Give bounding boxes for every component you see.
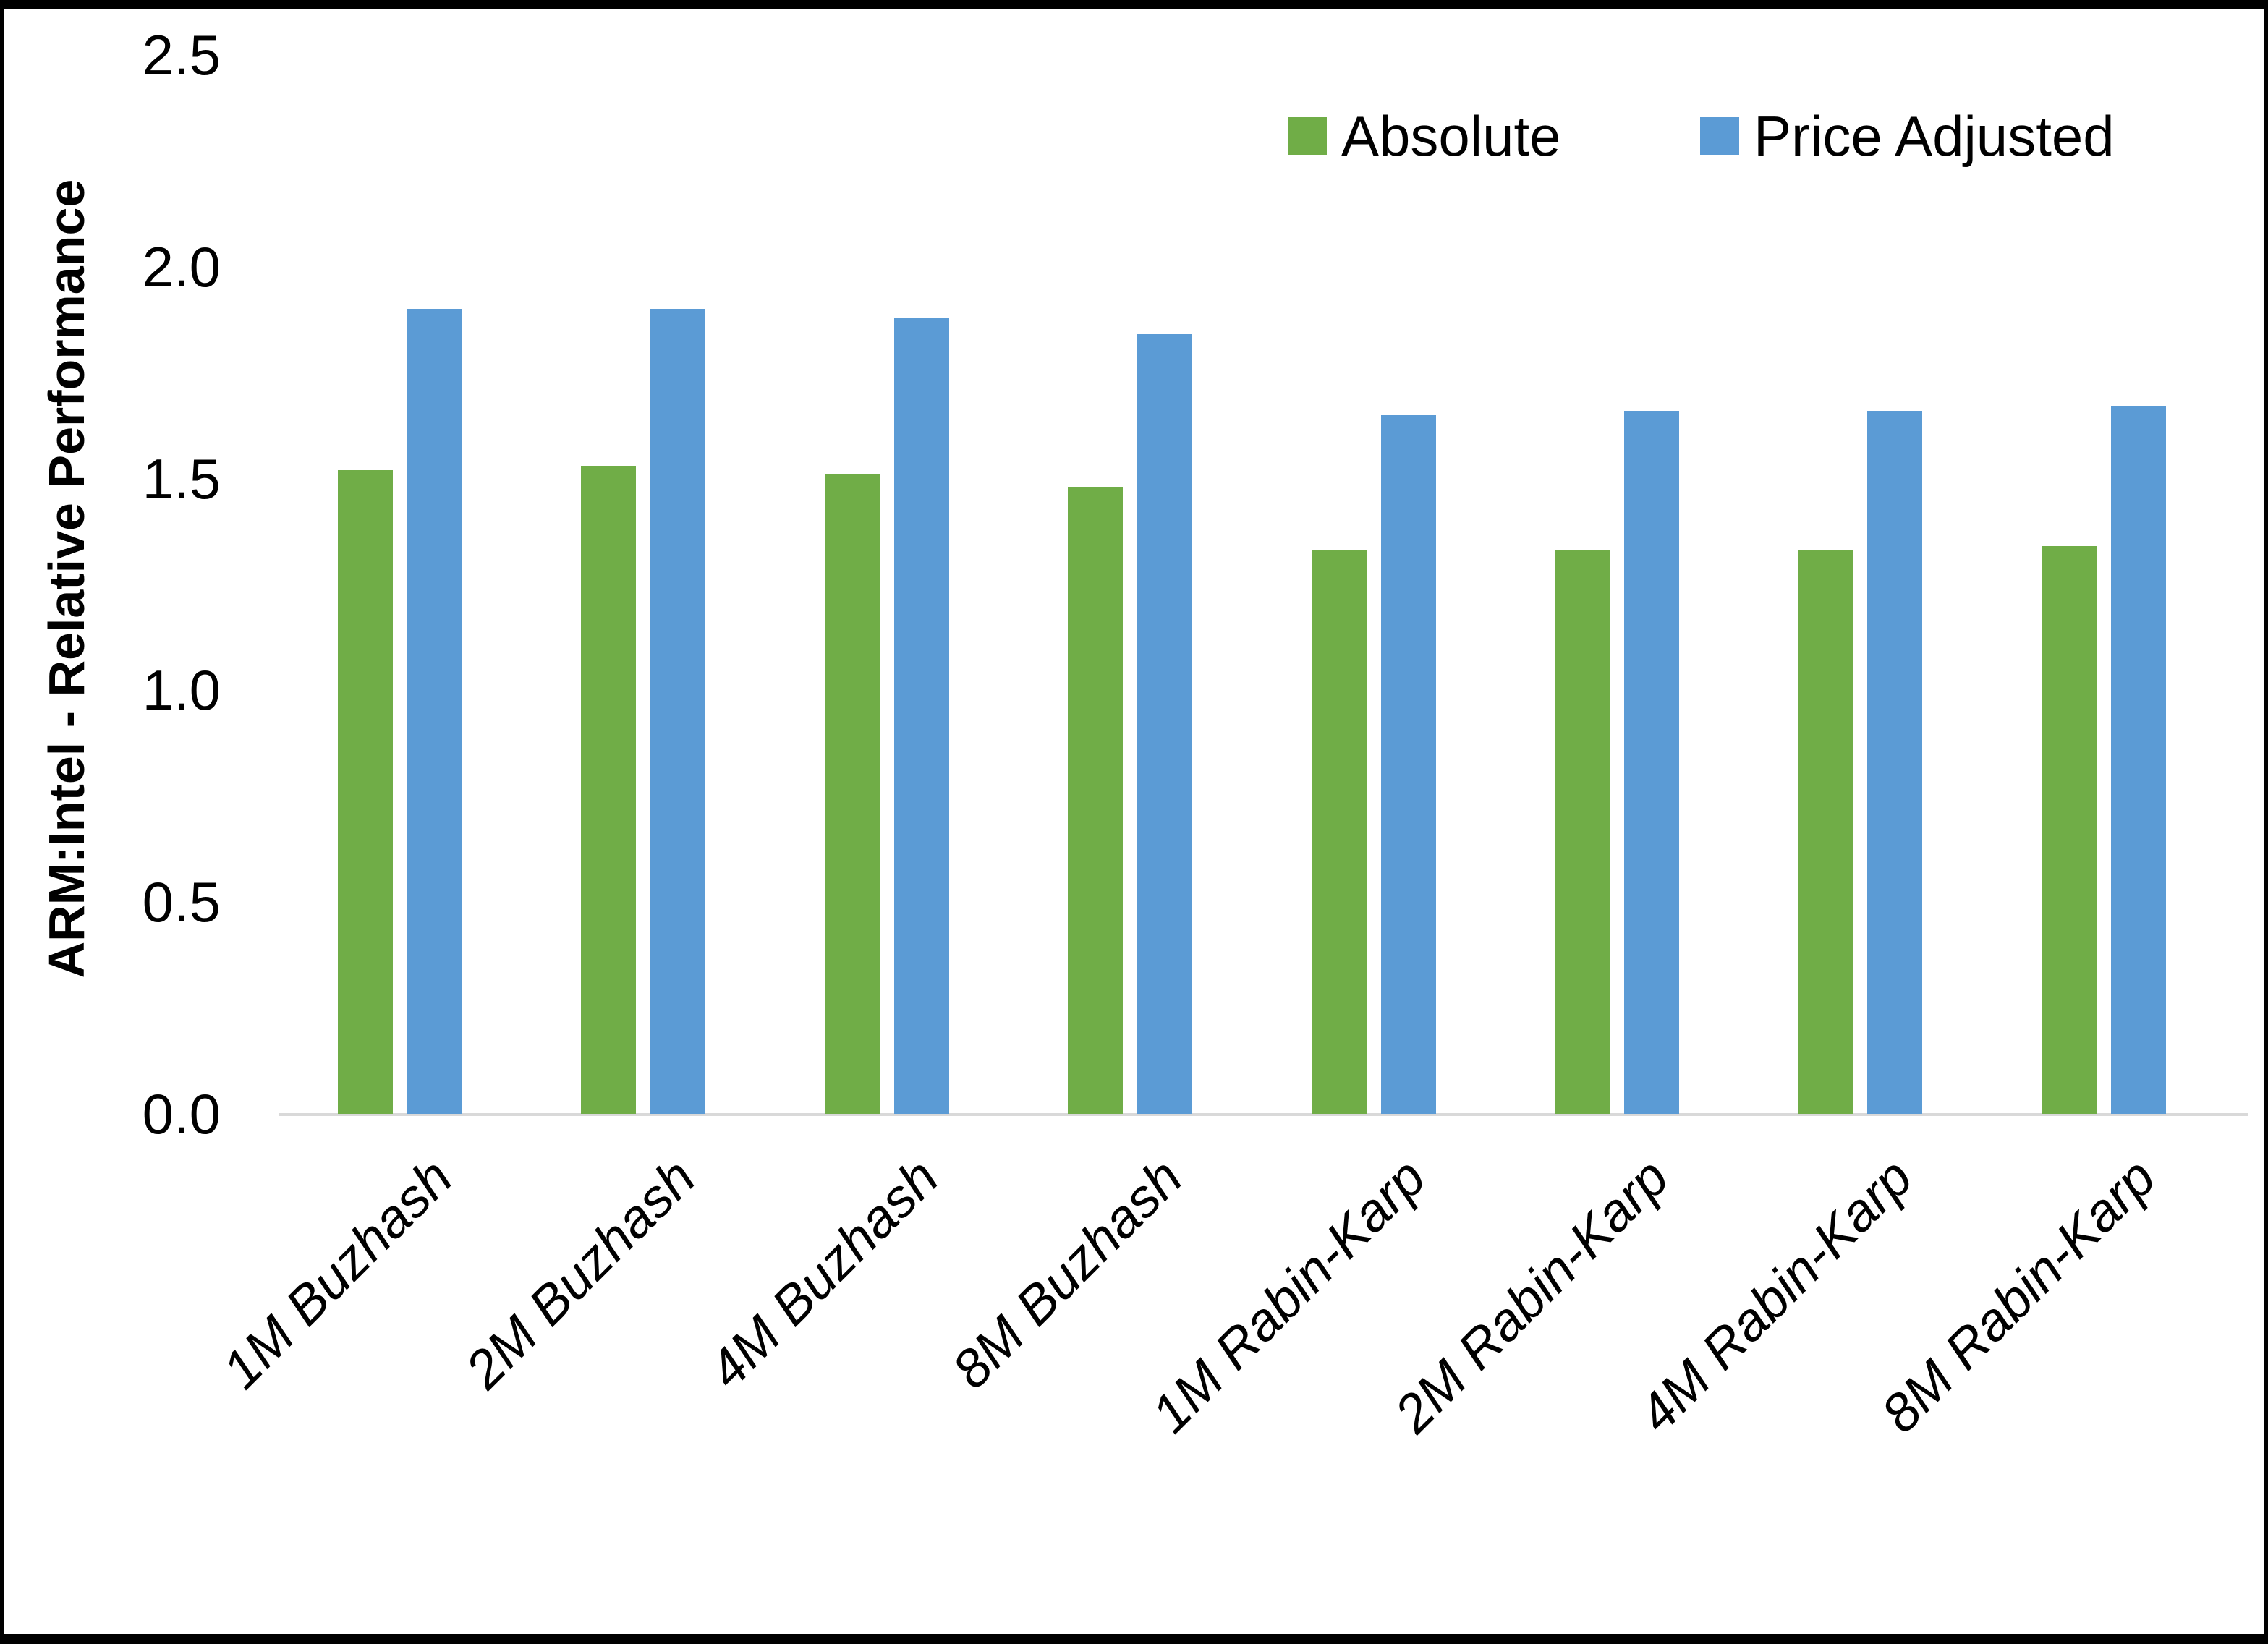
- bar-price-adjusted-1m-rabin-karp: [1380, 414, 1436, 1114]
- y-tick-label-1-5: 1.5: [142, 446, 221, 511]
- bar-price-adjusted-8m-buzhash: [1137, 334, 1193, 1114]
- x-axis-line: [279, 1113, 2248, 1116]
- x-label-2m-buzhash: 2M Buzhash: [454, 1146, 707, 1400]
- y-tick-label-1-0: 1.0: [142, 658, 221, 723]
- bar-absolute-4m-buzhash: [824, 474, 880, 1114]
- bar-price-adjusted-4m-buzhash: [893, 318, 949, 1114]
- bar-price-adjusted-8m-rabin-karp: [2110, 406, 2166, 1114]
- x-label-8m-buzhash: 8M Buzhash: [940, 1146, 1194, 1400]
- bar-price-adjusted-4m-rabin-karp: [1867, 410, 1923, 1114]
- y-tick-label-0-0: 0.0: [142, 1082, 221, 1146]
- y-tick-label-2-5: 2.5: [142, 23, 221, 87]
- y-tick-label-0-5: 0.5: [142, 870, 221, 934]
- bar-price-adjusted-1m-buzhash: [407, 309, 462, 1114]
- legend-label-absolute: Absolute: [1341, 103, 1561, 168]
- bar-absolute-2m-rabin-karp: [1555, 550, 1610, 1114]
- bar-absolute-8m-rabin-karp: [2041, 546, 2097, 1114]
- bar-absolute-1m-rabin-karp: [1311, 550, 1367, 1114]
- bar-absolute-1m-buzhash: [338, 469, 393, 1114]
- bar-price-adjusted-2m-buzhash: [650, 309, 706, 1114]
- bar-absolute-2m-buzhash: [581, 466, 637, 1114]
- legend-swatch-price-adjusted-icon: [1700, 117, 1739, 155]
- bar-price-adjusted-2m-rabin-karp: [1624, 410, 1679, 1114]
- bar-absolute-8m-buzhash: [1068, 487, 1124, 1114]
- x-label-1m-buzhash: 1M Buzhash: [210, 1146, 464, 1400]
- legend-item-absolute: Absolute: [1288, 104, 1561, 168]
- legend-swatch-absolute-icon: [1288, 117, 1327, 155]
- bar-absolute-4m-rabin-karp: [1798, 550, 1853, 1114]
- legend-item-price-adjusted: Price Adjusted: [1700, 104, 2115, 168]
- y-tick-label-2-0: 2.0: [142, 234, 221, 299]
- legend-label-price-adjusted: Price Adjusted: [1754, 103, 2115, 168]
- x-label-4m-buzhash: 4M Buzhash: [697, 1146, 951, 1400]
